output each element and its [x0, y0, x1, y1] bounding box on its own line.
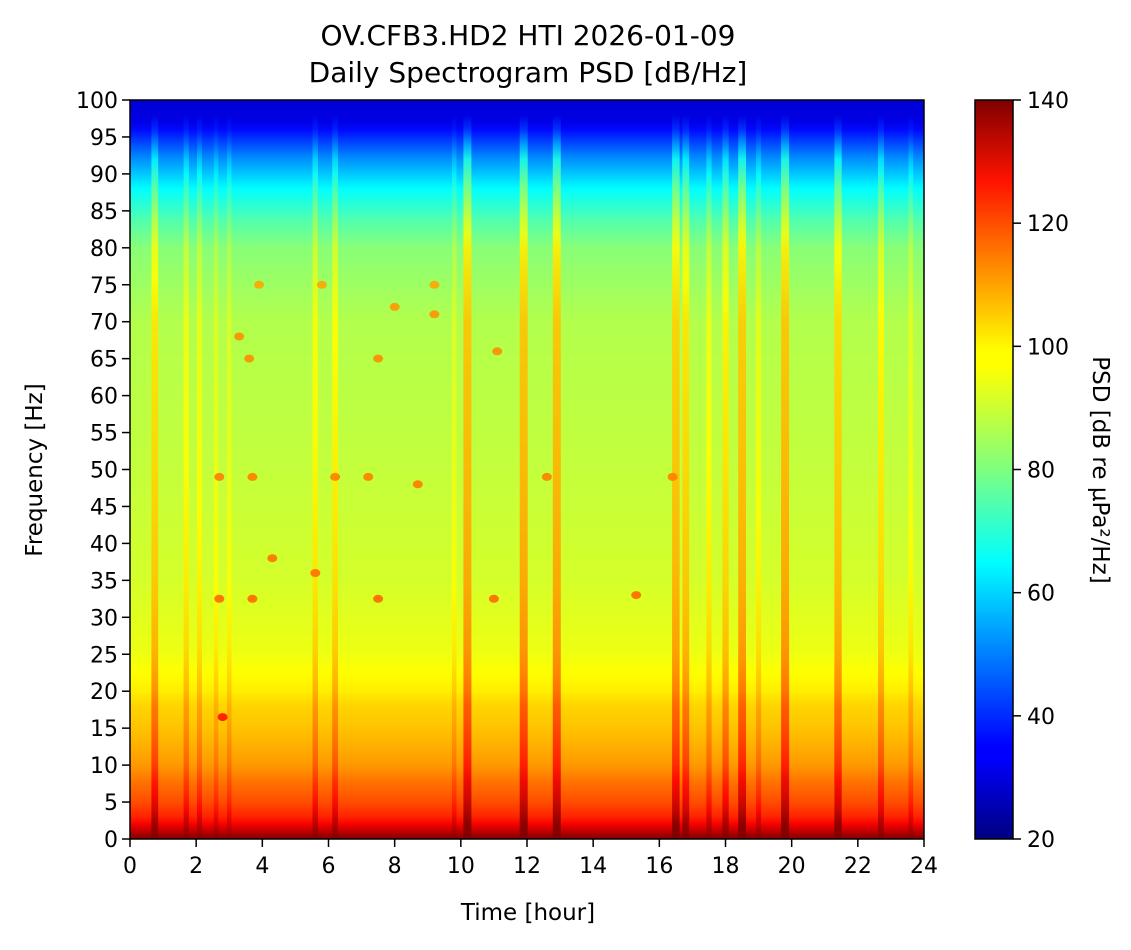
broadband-event: [452, 100, 457, 839]
tonal-spot: [234, 332, 245, 341]
broadband-event: [312, 100, 318, 839]
broadband-event: [672, 100, 680, 839]
x-tick-label: 18: [712, 854, 740, 879]
y-tick-label: 5: [104, 791, 118, 816]
colorbar-tick-label: 100: [1027, 335, 1069, 360]
y-axis: 0 5 10 15 20 25 30 35 40 45 50 55 60 65 70 75 80 85 90 95 10…: [76, 89, 130, 853]
broadband-event: [722, 100, 729, 839]
tonal-spot: [373, 354, 384, 363]
tonal-spot: [267, 554, 278, 563]
y-tick-label: 70: [90, 311, 118, 336]
y-axis-label: Frequency [Hz]: [22, 383, 48, 556]
tonal-spot: [412, 480, 423, 489]
colorbar-tick-label: 140: [1027, 89, 1069, 114]
x-tick-label: 20: [778, 854, 806, 879]
x-tick-label: 6: [322, 854, 336, 879]
y-tick-label: 45: [90, 495, 118, 520]
x-axis: 0 2 4 6 8 10 12 14 16 18 20 22 24: [123, 839, 938, 879]
tonal-spot: [217, 713, 228, 722]
broadband-event: [756, 100, 762, 839]
broadband-event: [213, 100, 219, 839]
x-tick-label: 0: [123, 854, 137, 879]
broadband-event: [552, 100, 561, 839]
tonal-spot: [247, 472, 258, 481]
x-tick-label: 2: [189, 854, 203, 879]
colorbar-tick-label: 20: [1027, 828, 1055, 853]
broadband-event: [738, 100, 746, 839]
tonal-spot: [247, 594, 258, 603]
y-tick-label: 0: [104, 828, 118, 853]
tonal-spot: [214, 594, 225, 603]
tonal-spot: [310, 569, 321, 577]
spectrogram-heatmap: [130, 100, 924, 839]
broadband-event: [706, 100, 712, 839]
colorbar: [975, 100, 1013, 839]
tonal-spot: [667, 472, 678, 481]
broadband-event: [878, 100, 884, 839]
colorbar-tick-label: 80: [1027, 459, 1055, 484]
broadband-event: [908, 100, 914, 839]
tonal-spot: [330, 472, 341, 481]
x-tick-label: 10: [447, 854, 475, 879]
y-tick-label: 85: [90, 200, 118, 225]
tonal-spot: [316, 280, 327, 289]
y-tick-label: 100: [76, 89, 118, 114]
chart-title-line2: Daily Spectrogram PSD [dB/Hz]: [309, 56, 748, 89]
y-tick-label: 95: [90, 126, 118, 151]
y-tick-label: 25: [90, 643, 118, 668]
y-tick-label: 60: [90, 385, 118, 410]
x-axis-label: Time [hour]: [460, 900, 595, 926]
y-tick-label: 50: [90, 459, 118, 484]
broadband-event: [781, 100, 790, 839]
broadband-event: [834, 100, 842, 839]
x-tick-label: 4: [255, 854, 269, 879]
tonal-spot: [214, 472, 225, 481]
broadband-event: [183, 100, 189, 839]
tonal-spot: [492, 347, 503, 356]
broadband-event: [151, 100, 159, 839]
y-tick-label: 90: [90, 163, 118, 188]
tonal-spot: [244, 354, 255, 363]
y-tick-label: 75: [90, 274, 118, 299]
colorbar-label: PSD [dB re µPa²/Hz]: [1087, 356, 1113, 583]
colorbar-tick-label: 60: [1027, 582, 1055, 607]
tonal-spot: [541, 472, 552, 481]
y-tick-label: 35: [90, 569, 118, 594]
tonal-spot: [373, 594, 384, 603]
x-tick-label: 12: [513, 854, 541, 879]
x-tick-label: 22: [844, 854, 872, 879]
broadband-event: [463, 100, 472, 839]
y-tick-label: 10: [90, 754, 118, 779]
x-tick-label: 16: [645, 854, 673, 879]
tonal-spot: [254, 280, 264, 289]
colorbar-tick-label: 40: [1027, 705, 1055, 730]
y-tick-label: 65: [90, 348, 118, 373]
tonal-spot: [363, 472, 374, 481]
x-tick-label: 24: [910, 854, 938, 879]
tonal-spot: [429, 280, 440, 289]
broadband-event: [519, 100, 528, 839]
y-tick-label: 20: [90, 680, 118, 705]
y-tick-label: 15: [90, 717, 118, 742]
broadband-event: [227, 100, 232, 839]
tonal-spot: [429, 310, 440, 319]
colorbar-axis: 20 40 60 80 100 120 140: [1013, 89, 1069, 853]
tonal-spot: [389, 302, 400, 311]
tonal-spot: [631, 591, 642, 600]
colorbar-tick-label: 120: [1027, 212, 1069, 237]
broadband-event: [197, 100, 202, 839]
tonal-spot: [488, 594, 499, 603]
broadband-event: [332, 100, 338, 839]
x-tick-label: 14: [579, 854, 607, 879]
broadband-event: [682, 100, 690, 839]
y-tick-label: 80: [90, 237, 118, 262]
x-tick-label: 8: [388, 854, 402, 879]
y-tick-label: 55: [90, 422, 118, 447]
y-tick-label: 30: [90, 606, 118, 631]
y-tick-label: 40: [90, 532, 118, 557]
chart-title-line1: OV.CFB3.HD2 HTI 2026-01-09: [321, 19, 736, 52]
